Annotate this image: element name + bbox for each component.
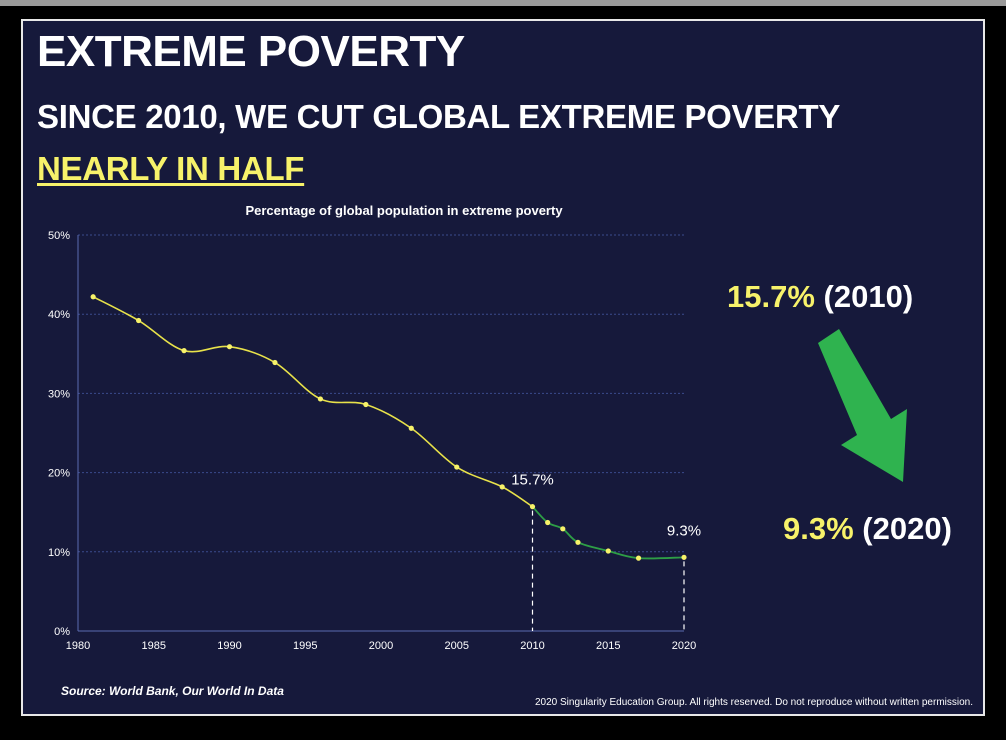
data-point <box>499 484 505 490</box>
data-point <box>226 344 233 350</box>
x-tick-label: 2015 <box>596 640 620 652</box>
poverty-line-chart: Percentage of global population in extre… <box>48 203 907 652</box>
data-point <box>136 317 142 324</box>
annotation-label: 9.3% <box>667 522 701 539</box>
annotation-layer: 15.7% 9.3% <box>511 472 701 631</box>
data-point <box>529 504 536 510</box>
x-tick-label: 2005 <box>445 640 469 652</box>
y-tick-label: 10% <box>48 547 70 559</box>
x-tick-label: 1990 <box>217 640 241 652</box>
x-tick-label: 1995 <box>293 640 317 652</box>
source-note: Source: World Bank, Our World In Data <box>61 684 284 698</box>
annotation-label: 15.7% <box>511 472 554 489</box>
y-tick-label: 50% <box>48 230 70 242</box>
x-tick-label: 2010 <box>520 640 544 652</box>
y-tick-label: 20% <box>48 468 70 480</box>
subheading-highlight: NEARLY IN HALF <box>37 150 305 187</box>
x-tick-label: 1985 <box>142 640 166 652</box>
data-point <box>560 526 566 532</box>
down-arrow-icon <box>818 329 907 482</box>
callout-end: 9.3% (2020) <box>783 511 952 547</box>
subheading-text: SINCE 2010, WE CUT GLOBAL EXTREME POVERT… <box>37 98 840 135</box>
top-frame-bar <box>0 0 1006 6</box>
callout-start: 15.7% (2010) <box>727 279 913 315</box>
data-point <box>181 348 187 354</box>
chart-container: Percentage of global population in extre… <box>23 21 983 714</box>
line-layer <box>92 296 685 560</box>
axis-layer: 0% 10% 20% 30% 40% 50% 1980 1985 1990 1995 2000 200… <box>48 230 696 652</box>
y-tick-label: 30% <box>48 388 70 400</box>
data-point <box>90 294 96 300</box>
x-tick-label: 1980 <box>66 640 90 652</box>
copyright-note: 2020 Singularity Education Group. All ri… <box>534 697 973 708</box>
data-point <box>575 539 581 545</box>
callout-start-year: (2010) <box>823 279 914 314</box>
grid-layer <box>78 234 684 553</box>
callout-end-year: (2020) <box>862 511 952 546</box>
y-tick-label: 0% <box>54 626 70 638</box>
callout-start-value: 15.7% <box>727 279 815 314</box>
chart-title: Percentage of global population in extre… <box>245 203 563 218</box>
data-point <box>454 464 460 470</box>
arrow-layer <box>818 329 907 482</box>
point-layer <box>90 294 687 561</box>
slide-subheading: SINCE 2010, WE CUT GLOBAL EXTREME POVERT… <box>37 91 967 195</box>
data-point <box>605 548 611 554</box>
x-tick-label: 2020 <box>672 640 696 652</box>
y-tick-label: 40% <box>48 309 70 321</box>
data-point <box>408 425 414 431</box>
data-point <box>363 401 369 408</box>
data-point <box>681 554 687 560</box>
data-point <box>317 396 323 402</box>
data-point <box>272 359 278 366</box>
data-point <box>635 555 642 561</box>
slide: EXTREME POVERTY SINCE 2010, WE CUT GLOBA… <box>21 19 985 716</box>
callout-end-value: 9.3% <box>783 511 854 546</box>
series-line-before-2010 <box>92 296 533 508</box>
slide-heading: EXTREME POVERTY <box>37 27 465 76</box>
data-point <box>545 519 551 526</box>
x-tick-label: 2000 <box>369 640 393 652</box>
